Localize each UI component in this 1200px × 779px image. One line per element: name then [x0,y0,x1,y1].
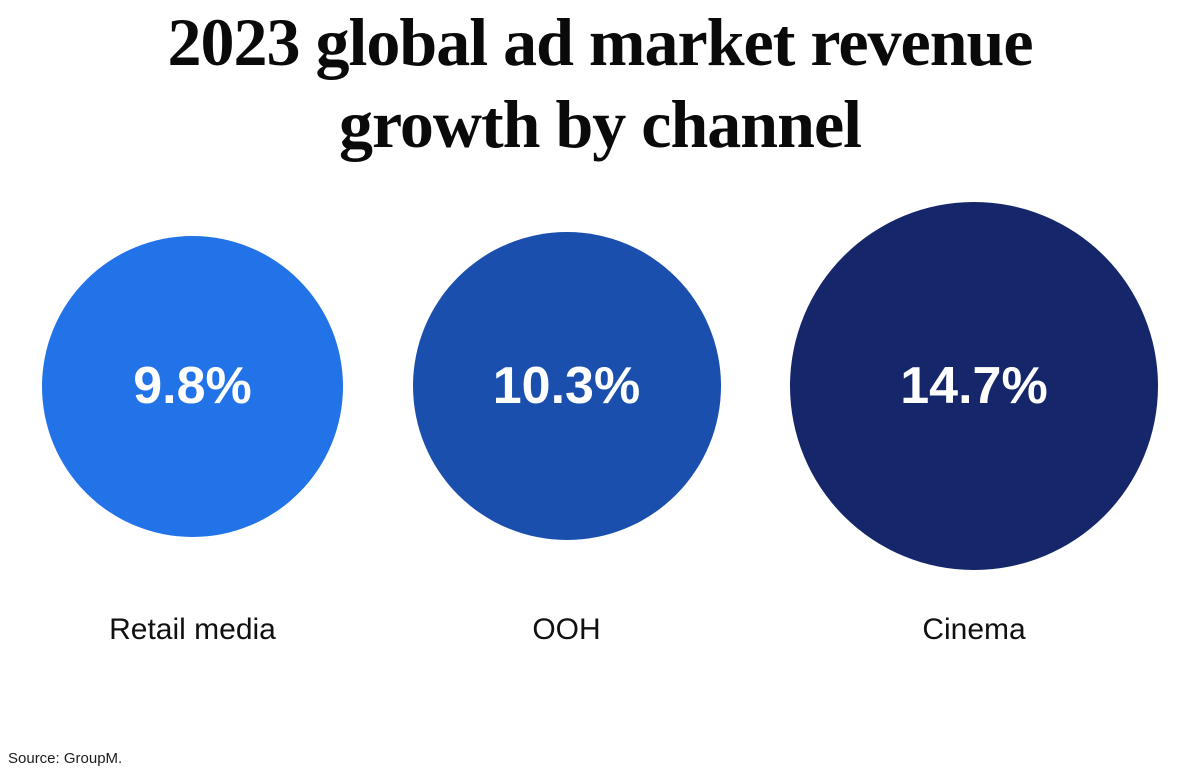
bubble-chart: 9.8% Retail media 10.3% OOH 14.7% Cinema [0,171,1200,647]
chart-title-line-1: 2023 global ad market revenue [167,4,1033,80]
category-label-ooh: OOH [532,613,601,647]
category-label-retail-media: Retail media [109,613,276,647]
bubble-ooh: 10.3% [412,232,721,541]
category-label-cinema: Cinema [922,613,1026,647]
bubble-group-retail-media: 9.8% Retail media [42,171,343,647]
bubble-value-label: 10.3% [492,357,641,416]
bubble-cinema: 14.7% [790,202,1158,571]
chart-title-line-2: growth by channel [338,85,862,162]
source-note: Source: GroupM. [8,750,123,767]
bubble-wrap: 14.7% [790,171,1158,601]
bubble-value-label: 9.8% [133,357,252,416]
chart-title: 2023 global ad market revenue growth by … [0,0,1200,165]
bubble-group-ooh: 10.3% OOH [412,171,721,647]
bubble-retail-media: 9.8% [42,235,343,537]
bubble-wrap: 9.8% [42,171,343,601]
bubble-wrap: 10.3% [412,171,721,601]
bubble-group-cinema: 14.7% Cinema [790,171,1158,647]
bubble-value-label: 14.7% [900,357,1048,416]
